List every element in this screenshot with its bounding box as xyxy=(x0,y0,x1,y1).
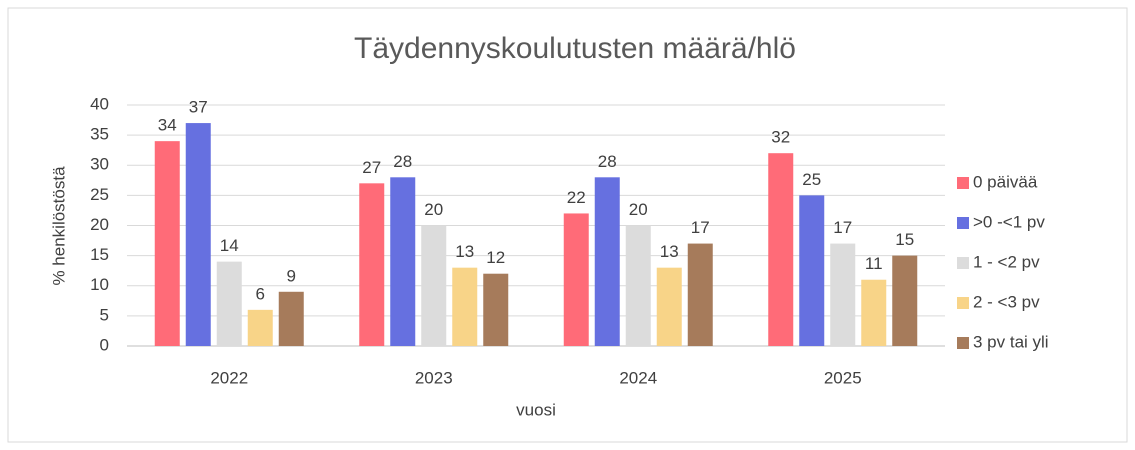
x-tick-label: 2023 xyxy=(415,368,453,387)
legend-swatch xyxy=(957,217,969,229)
y-tick-label: 25 xyxy=(90,185,109,204)
data-label: 37 xyxy=(189,98,208,117)
legend-swatch xyxy=(957,257,969,269)
data-label: 25 xyxy=(802,170,821,189)
data-label: 14 xyxy=(220,236,239,255)
data-label: 11 xyxy=(865,254,883,273)
bar xyxy=(563,213,589,346)
x-tick-label: 2025 xyxy=(824,368,862,387)
data-label: 6 xyxy=(256,284,265,303)
legend-swatch xyxy=(957,337,969,349)
data-label: 9 xyxy=(287,266,296,285)
y-tick-label: 35 xyxy=(90,125,109,144)
bar xyxy=(594,177,620,346)
legend-swatch xyxy=(957,297,969,309)
data-label: 20 xyxy=(629,200,648,219)
y-tick-label: 20 xyxy=(90,215,109,234)
data-label: 27 xyxy=(362,158,381,177)
data-label: 17 xyxy=(691,218,710,237)
data-label: 34 xyxy=(158,116,177,135)
bar xyxy=(656,267,682,346)
bar xyxy=(278,291,304,346)
x-axis-label: vuosi xyxy=(516,400,556,419)
data-label: 12 xyxy=(486,248,505,267)
bar xyxy=(892,255,918,346)
legend-label: >0 -<1 pv xyxy=(973,212,1045,231)
data-label: 15 xyxy=(895,230,914,249)
data-label: 13 xyxy=(660,242,679,261)
y-tick-label: 40 xyxy=(90,94,109,113)
y-tick-label: 5 xyxy=(100,305,109,324)
bar xyxy=(483,273,509,346)
bar xyxy=(154,141,180,346)
bar xyxy=(799,195,825,346)
y-tick-label: 30 xyxy=(90,155,109,174)
bar xyxy=(421,225,447,346)
chart-title: Täydennyskoulutusten määrä/hlö xyxy=(354,32,796,65)
data-label: 32 xyxy=(771,128,790,147)
bar xyxy=(830,243,856,346)
data-label: 20 xyxy=(424,200,443,219)
bar xyxy=(768,153,794,346)
bar xyxy=(861,279,887,346)
legend-label: 3 pv tai yli xyxy=(973,332,1049,351)
data-label: 28 xyxy=(598,152,617,171)
y-axis-label: % henkilöstöstä xyxy=(49,166,68,286)
bar xyxy=(390,177,416,346)
x-tick-label: 2024 xyxy=(619,368,657,387)
bar xyxy=(452,267,478,346)
bar xyxy=(216,261,242,346)
y-tick-label: 15 xyxy=(90,245,109,264)
y-tick-label: 0 xyxy=(100,335,109,354)
bar xyxy=(359,183,385,346)
legend-label: 2 - <3 pv xyxy=(973,292,1040,311)
y-tick-label: 10 xyxy=(90,275,109,294)
bar xyxy=(185,123,211,346)
legend-swatch xyxy=(957,177,969,189)
legend-label: 1 - <2 pv xyxy=(973,252,1040,271)
x-tick-label: 2022 xyxy=(210,368,248,387)
data-label: 22 xyxy=(567,188,586,207)
data-label: 13 xyxy=(455,242,474,261)
data-label: 17 xyxy=(833,218,852,237)
bar xyxy=(687,243,713,346)
bar xyxy=(625,225,651,346)
data-label: 28 xyxy=(393,152,412,171)
bar xyxy=(247,309,273,346)
legend-label: 0 päivää xyxy=(973,172,1038,191)
